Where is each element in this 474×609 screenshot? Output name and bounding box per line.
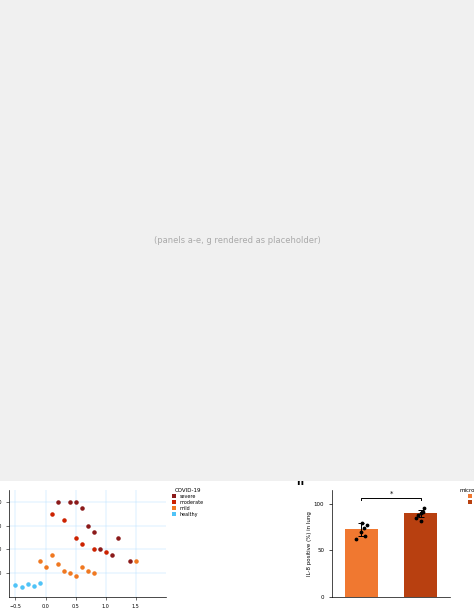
Point xyxy=(72,571,80,580)
Point xyxy=(108,551,116,560)
Point xyxy=(48,509,55,519)
Y-axis label: IL-8 positive (%) in lung: IL-8 positive (%) in lung xyxy=(307,511,312,576)
Point xyxy=(36,557,43,566)
Point xyxy=(363,519,371,529)
Point xyxy=(24,579,31,589)
Point xyxy=(48,551,55,560)
Point xyxy=(353,535,360,544)
Point xyxy=(96,544,103,554)
Point xyxy=(114,533,121,543)
Point xyxy=(90,527,98,537)
Point xyxy=(357,527,365,537)
Legend: severe, moderate, mild, healthy: severe, moderate, mild, healthy xyxy=(172,487,204,517)
Point xyxy=(84,521,91,530)
Point xyxy=(414,510,422,520)
Point xyxy=(78,503,85,513)
Point xyxy=(60,566,67,576)
Point xyxy=(417,509,424,518)
Point xyxy=(417,516,425,526)
Point xyxy=(132,557,140,566)
Point xyxy=(361,531,368,541)
Bar xyxy=(404,513,437,597)
Point xyxy=(42,562,49,572)
Point xyxy=(360,523,368,533)
Point xyxy=(90,544,98,554)
Point xyxy=(66,497,73,507)
Point xyxy=(72,533,80,543)
Bar xyxy=(345,529,378,597)
Point xyxy=(419,507,427,516)
Point xyxy=(412,513,419,523)
Point xyxy=(84,566,91,576)
Text: (panels a-e, g rendered as placeholder): (panels a-e, g rendered as placeholder) xyxy=(154,236,320,245)
Point xyxy=(78,539,85,548)
Point xyxy=(54,559,62,569)
Point xyxy=(358,518,365,527)
Point xyxy=(36,578,43,588)
Point xyxy=(420,503,428,513)
Point xyxy=(72,497,80,507)
Point xyxy=(60,515,67,525)
Point xyxy=(18,582,25,592)
Point xyxy=(30,581,37,591)
Text: h: h xyxy=(296,477,303,487)
Point xyxy=(90,568,98,578)
Point xyxy=(12,580,19,590)
Point xyxy=(126,557,134,566)
Point xyxy=(54,497,62,507)
Legend: negative, positive: negative, positive xyxy=(459,487,474,505)
Point xyxy=(102,547,109,557)
Point xyxy=(66,568,73,578)
Point xyxy=(78,562,85,572)
Text: *: * xyxy=(389,491,393,497)
